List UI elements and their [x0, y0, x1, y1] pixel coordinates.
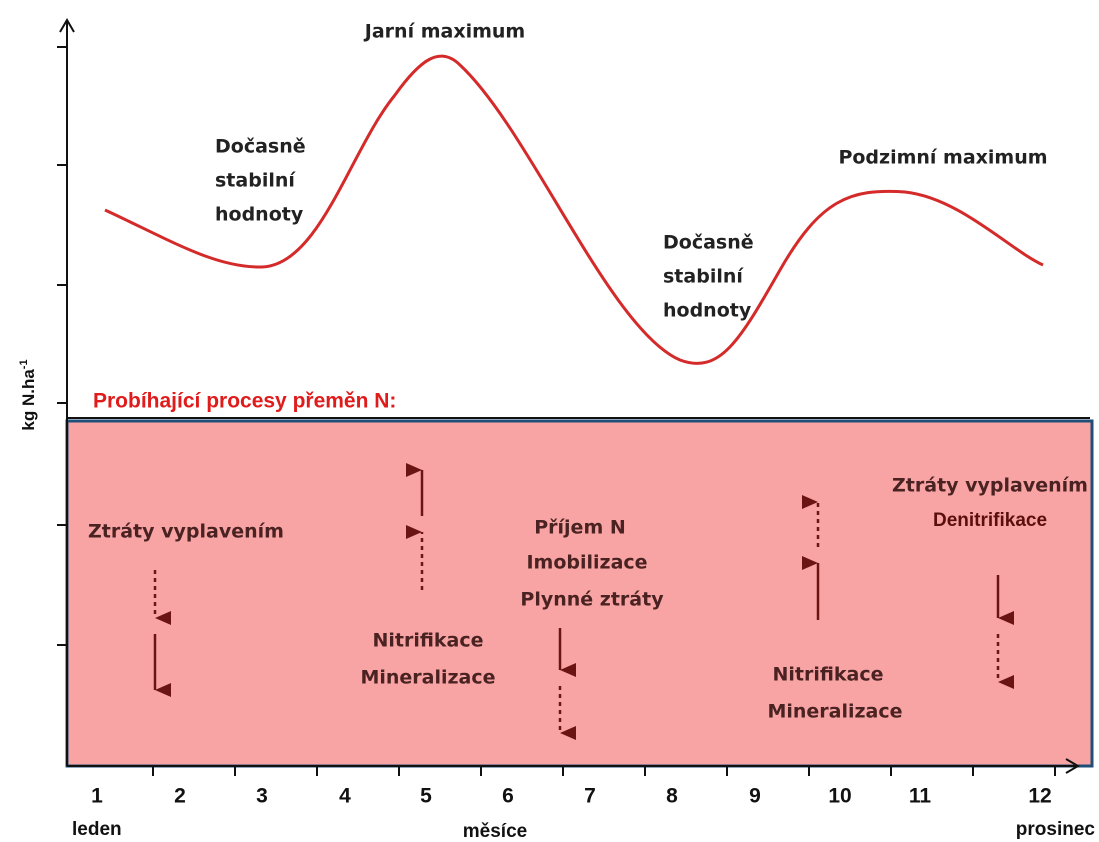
annotation: hodnoty — [215, 204, 304, 226]
annotation: Dočasně — [215, 136, 306, 158]
y-label-superscript: -1 — [18, 359, 30, 369]
process-label: Plynné ztráty — [520, 589, 664, 611]
process-label: Imobilizace — [526, 552, 647, 574]
spring-max-label: Jarní maximum — [363, 21, 525, 43]
annotation: stabilní — [215, 170, 296, 192]
annotation: stabilní — [663, 266, 744, 288]
start-label: leden — [72, 819, 122, 840]
x-tick-label: 4 — [339, 785, 351, 808]
x-tick-label: 9 — [749, 785, 761, 808]
annotation: hodnoty — [663, 300, 752, 322]
arrows — [153, 463, 1014, 740]
x-tick-label: 8 — [666, 785, 678, 808]
x-tick-label: 6 — [502, 785, 514, 808]
autumn-max-label: Podzimní maximum — [838, 147, 1047, 169]
x-tick-label: 11 — [909, 785, 932, 808]
x-tick-label: 2 — [174, 785, 186, 808]
process-box — [65, 419, 1094, 768]
annotation: Dočasně — [663, 232, 754, 254]
process-label: Ztráty vyplavením — [892, 475, 1088, 497]
x-tick-label: 12 — [1028, 785, 1051, 808]
x-tick-label: 5 — [420, 785, 432, 808]
end-label: prosinec — [1016, 819, 1096, 840]
x-tick-label: 3 — [256, 785, 268, 808]
process-label: Mineralizace — [767, 701, 902, 723]
y-axis-label: kg N.ha-1 — [18, 359, 39, 430]
process-label: Nitrifikace — [372, 630, 483, 652]
x-axis-label: měsíce — [463, 821, 527, 842]
process-label: Příjem N — [534, 517, 626, 539]
x-tick-label: 7 — [584, 785, 596, 808]
x-tick-label: 1 — [91, 785, 103, 808]
y-label-text: kg N.ha — [19, 369, 38, 431]
process-label: Nitrifikace — [772, 664, 883, 686]
x-ticks — [152, 766, 1056, 776]
process-label: Denitrifikace — [933, 510, 1047, 531]
process-label: Ztráty vyplavením — [88, 521, 284, 543]
process-label: Mineralizace — [360, 667, 495, 689]
n-curve — [104, 54, 1044, 365]
processes-title: Probíhající procesy přeměn N: — [93, 390, 396, 413]
x-tick-label: 10 — [828, 785, 851, 808]
